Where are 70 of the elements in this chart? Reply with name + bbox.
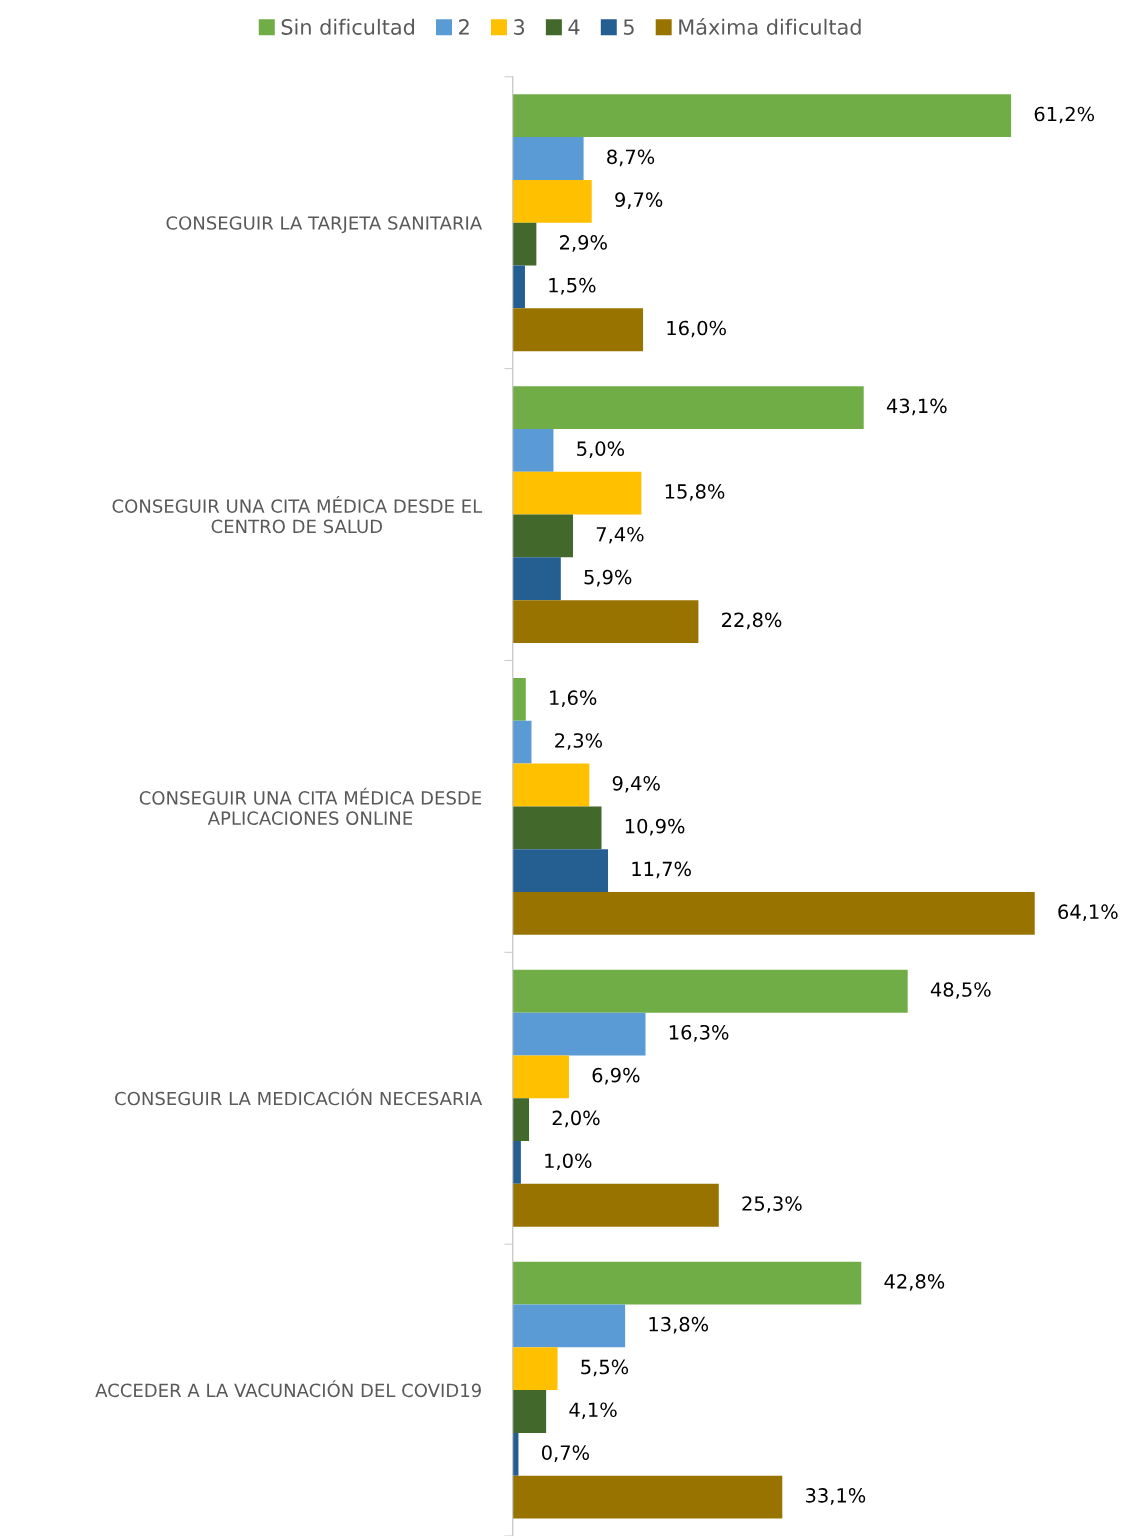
legend-label: 4 [568,19,580,35]
bar [512,308,644,352]
data-label: 16,0% [667,320,726,338]
bar [512,222,537,266]
bar [512,1304,626,1348]
bar [512,1141,521,1184]
data-label: 10,9% [625,818,685,836]
data-label: 25,3% [742,1196,802,1213]
legend-label: 2 [459,19,469,35]
bar [512,806,602,850]
bar [512,1012,646,1056]
legend-label: 5 [623,19,634,35]
bar [512,892,1035,935]
data-label: 64,1% [1058,904,1118,922]
bar [512,1055,569,1099]
bar [512,428,554,472]
data-label: 15,8% [665,484,725,501]
legend-label: 3 [514,19,525,35]
y-tick-label: CONSEGUIR LA MEDICACIÓN NECESARIA [115,1088,483,1106]
bar [512,386,864,429]
bar [512,514,574,558]
data-label: 5,5% [581,1359,629,1377]
data-label: 2,9% [560,235,607,252]
bar [512,1261,862,1305]
data-label: 2,0% [552,1110,600,1128]
data-label: 1,5% [549,277,596,295]
y-tick-label: CONSEGUIR UNA CITA MÉDICA DESDE APLICACIONES ONLINE [139,787,482,825]
bar [512,137,584,180]
bar [512,1098,530,1142]
bar [512,720,532,764]
data-label: 16,3% [669,1024,729,1042]
data-label: 2,3% [555,733,603,750]
bar [512,557,561,601]
bar [512,471,642,515]
bar [512,179,592,223]
y-tick-label: CONSEGUIR LA TARJETA SANITARIA [166,216,483,234]
data-label: 5,0% [577,441,625,458]
data-label: 7,4% [596,526,644,544]
bar [512,1347,558,1391]
data-label: 43,1% [886,398,947,416]
data-label: 42,8% [884,1274,945,1291]
data-label: 22,8% [722,612,782,630]
bar [512,677,526,721]
data-label: 6,9% [592,1067,640,1085]
bar [512,969,908,1013]
data-label: 48,5% [930,982,991,999]
data-label: 1,6% [550,690,597,708]
data-label: 33,1% [806,1488,866,1505]
legend-label: Sin dificultad [281,18,414,35]
data-label: 1,0% [545,1153,592,1171]
data-label: 61,2% [1034,106,1095,124]
data-label: 9,7% [615,192,663,209]
bar [512,1475,783,1519]
data-label: 13,8% [649,1316,709,1334]
y-tick-label: CONSEGUIR UNA CITA MÉDICA DESDE EL CENTRO DE SALUD [112,495,483,534]
legend-label: Máxima dificultad [679,17,861,35]
data-label: 5,9% [584,569,632,587]
bar [512,265,525,309]
data-label: 0,7% [541,1445,589,1462]
data-label: 11,7% [632,861,691,879]
bar [512,1183,719,1227]
data-label: 4,1% [569,1402,617,1420]
bar [512,94,1012,138]
bar [512,849,609,893]
data-label: 8,7% [607,149,655,167]
data-label: 9,4% [612,775,660,793]
bar [512,1390,547,1433]
bar [512,763,590,807]
bar [512,600,699,643]
y-tick-label: ACCEDER A LA VACUNACIÓN DEL COVID19 [95,1380,481,1398]
